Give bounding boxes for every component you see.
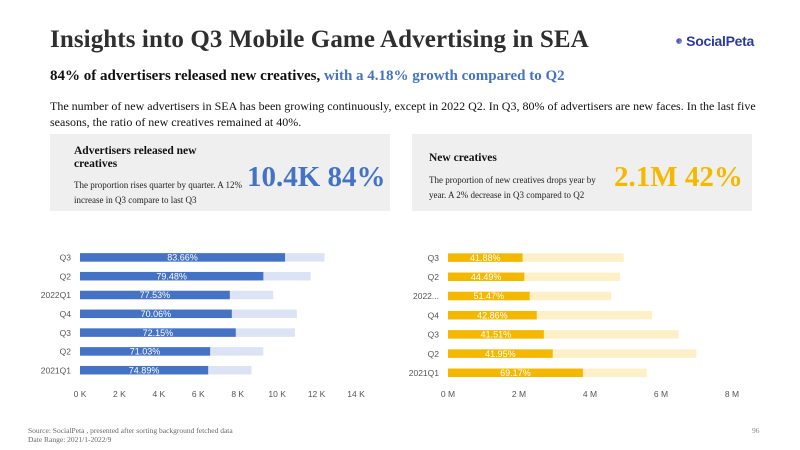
cre-data-label: 42.86% (477, 310, 508, 320)
cre-x-tick-label: 8 M (725, 389, 739, 399)
cre-x-tick-label: 4 M (583, 389, 597, 399)
cre-value-bar (448, 310, 537, 320)
adv-value-bar (80, 271, 264, 281)
cre-total-bar (448, 272, 621, 282)
cre-category-label: Q4 (428, 310, 440, 320)
cre-data-label: 41.51% (481, 330, 512, 340)
adv-value-bar (80, 309, 232, 319)
adv-x-tick-label: 14 K (347, 389, 365, 399)
headline-lead: 84% of advertisers released new creative… (50, 68, 321, 84)
description: The number of new advertisers in SEA has… (50, 99, 756, 129)
logo-text: SocialPeta (686, 33, 754, 49)
creatives-card-body: The proportion of new creatives drops ye… (429, 175, 596, 200)
cre-data-label: 41.95% (485, 349, 516, 359)
adv-x-tick-label: 8 K (231, 389, 244, 399)
headline: 84% of advertisers released new creative… (50, 68, 565, 85)
page-number: 96 (752, 426, 760, 435)
cre-total-bar (448, 349, 697, 358)
cre-x-tick-label: 0 M (441, 389, 455, 399)
cre-x-tick-label: 6 M (654, 389, 668, 399)
adv-category-label: 2022Q1 (41, 290, 72, 300)
headline-accent: with a 4.18% growth compared to Q2 (323, 68, 565, 84)
cre-value-bar (448, 330, 544, 339)
creatives-card-heading: New creatives (429, 152, 497, 164)
adv-x-tick-label: 12 K (308, 389, 326, 399)
adv-value-bar (80, 365, 209, 375)
cre-category-label: Q2 (428, 349, 440, 359)
adv-data-label: 71.03% (130, 347, 161, 357)
advertisers-bar-chart: 83.66% Q3 79.48% Q2 77.53% 2022Q1 70.06% Q4 72.1… (20, 244, 380, 404)
creatives-bar-chart: 41.88% Q3 44.49% Q2 51.47% 2022... 42.86% Q4 41.… (400, 244, 760, 404)
creatives-chart-svg: 41.88% Q3 44.49% Q2 51.47% 2022... 42.86% Q4 41.… (409, 253, 739, 399)
advertisers-card-heading: Advertisers released new creatives (74, 145, 197, 170)
cre-data-label: 41.88% (470, 253, 501, 263)
adv-category-label: 2021Q1 (41, 365, 72, 375)
adv-x-tick-label: 6 K (192, 389, 205, 399)
creatives-card: New creatives The proportion of new crea… (412, 134, 752, 211)
adv-value-bar (80, 347, 211, 356)
cre-total-bar (448, 310, 653, 320)
cre-category-label: 2022... (413, 291, 439, 301)
logo-icon (676, 38, 682, 44)
footer-source: Source: SocialPeta , presented after sor… (28, 426, 233, 444)
adv-data-label: 72.15% (143, 328, 174, 338)
brand-logo: SocialPeta (676, 28, 754, 54)
cre-value-bar (448, 368, 583, 378)
adv-category-label: Q2 (60, 347, 72, 357)
cre-total-bar (448, 291, 612, 301)
advertisers-card: Advertisers released new creatives The p… (50, 134, 390, 211)
adv-x-tick-label: 0 K (74, 389, 87, 399)
creatives-card-value: 2.1M 42% (614, 161, 743, 193)
adv-value-bar (80, 328, 236, 337)
adv-x-tick-label: 2 K (113, 389, 126, 399)
advertisers-chart-svg: 83.66% Q3 79.48% Q2 77.53% 2022Q1 70.06% Q4 72.1… (41, 253, 365, 399)
cre-category-label: Q3 (428, 253, 440, 263)
cre-x-tick-label: 2 M (512, 389, 526, 399)
adv-data-label: 74.89% (129, 365, 160, 375)
cre-total-bar (448, 330, 679, 339)
adv-value-bar (80, 253, 286, 262)
page-title: Insights into Q3 Mobile Game Advertising… (50, 26, 589, 53)
cre-total-bar (448, 253, 624, 262)
cre-value-bar (448, 291, 530, 301)
adv-value-bar (80, 290, 230, 300)
date-range: Date Range: 2021/1-2022/9 (28, 435, 112, 444)
adv-data-label: 77.53% (140, 290, 171, 300)
advertisers-card-value: 10.4K 84% (247, 161, 386, 193)
cre-category-label: Q2 (428, 272, 440, 282)
cre-value-bar (448, 253, 523, 262)
cre-value-bar (448, 272, 525, 282)
adv-category-label: Q2 (60, 271, 72, 281)
cre-category-label: 2021Q1 (409, 368, 440, 378)
adv-category-label: Q3 (60, 328, 72, 338)
cre-data-label: 69.17% (500, 368, 531, 378)
adv-data-label: 83.66% (167, 253, 198, 263)
adv-data-label: 79.48% (156, 271, 187, 281)
adv-data-label: 70.06% (141, 309, 172, 319)
advertisers-card-body: The proportion rises quarter by quarter.… (74, 180, 242, 205)
cre-category-label: Q3 (428, 330, 440, 340)
adv-category-label: Q3 (60, 253, 72, 263)
cre-data-label: 44.49% (471, 272, 502, 282)
cre-value-bar (448, 349, 553, 358)
source-note: Source: SocialPeta , presented after sor… (28, 426, 233, 435)
adv-category-label: Q4 (60, 309, 72, 319)
adv-x-tick-label: 4 K (152, 389, 165, 399)
adv-x-tick-label: 10 K (268, 389, 286, 399)
cre-data-label: 51.47% (474, 291, 505, 301)
